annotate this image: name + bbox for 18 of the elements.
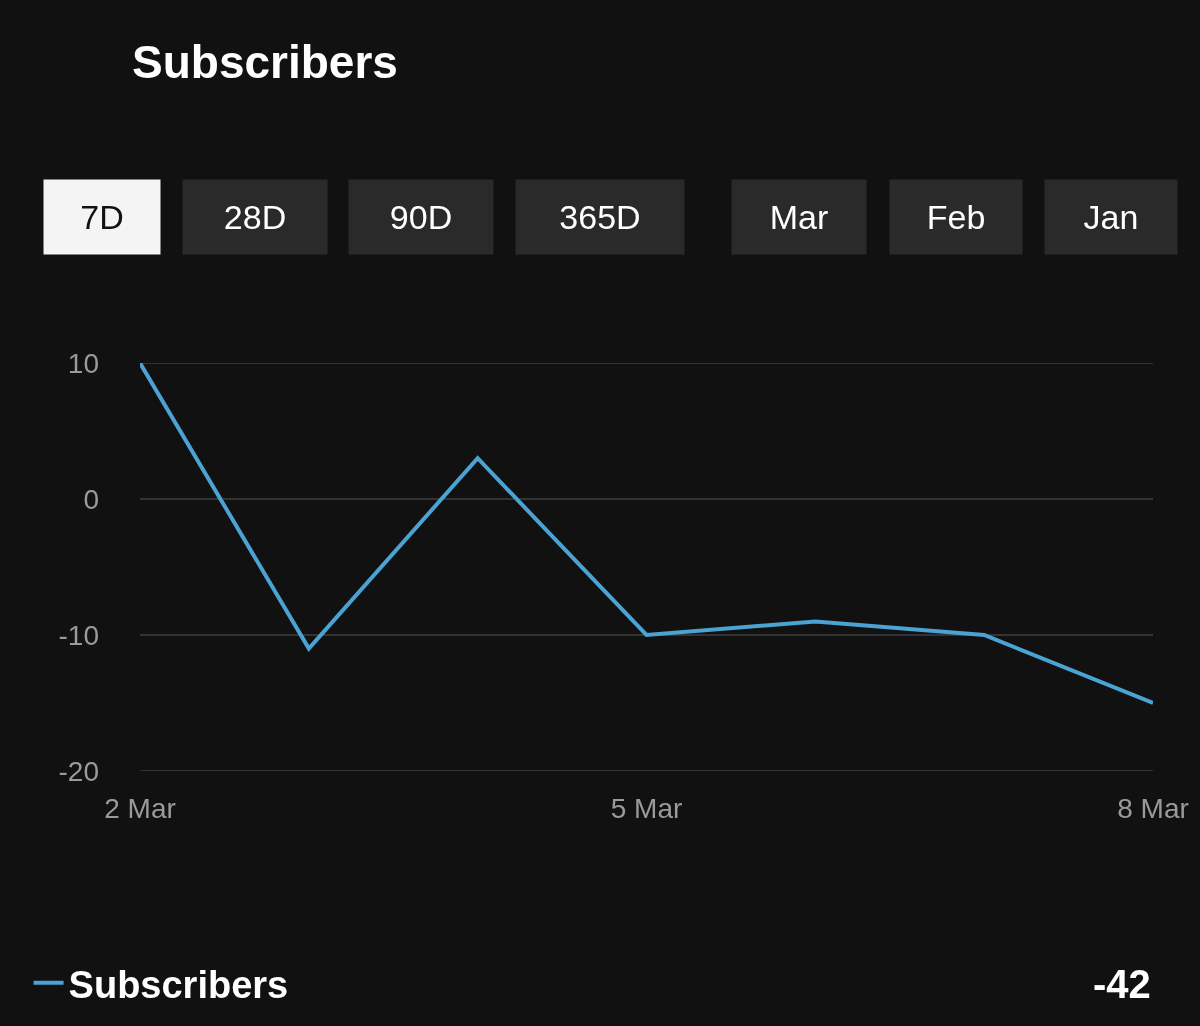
text: Jan	[1083, 198, 1139, 236]
y-tick-label: 0	[83, 483, 99, 515]
text: 7D	[80, 198, 124, 236]
x-tick-label: 2 Mar	[104, 793, 176, 824]
text: 365D	[559, 198, 641, 236]
y-tick-label: -10	[58, 619, 99, 651]
y-tick-label: -20	[58, 755, 99, 787]
text: -42	[1093, 962, 1151, 1006]
chart-title: Subscribers	[132, 36, 398, 89]
y-tick-label: 10	[67, 347, 99, 379]
text: Mar	[769, 198, 829, 236]
text: Feb	[926, 198, 986, 236]
text: 90D	[389, 198, 453, 236]
x-tick-label: 5 Mar	[610, 793, 683, 824]
text: 28D	[223, 198, 287, 236]
x-tick-label: 8 Mar	[1117, 793, 1189, 824]
legend-label: Subscribers	[68, 963, 289, 1006]
line-series	[140, 363, 1153, 705]
